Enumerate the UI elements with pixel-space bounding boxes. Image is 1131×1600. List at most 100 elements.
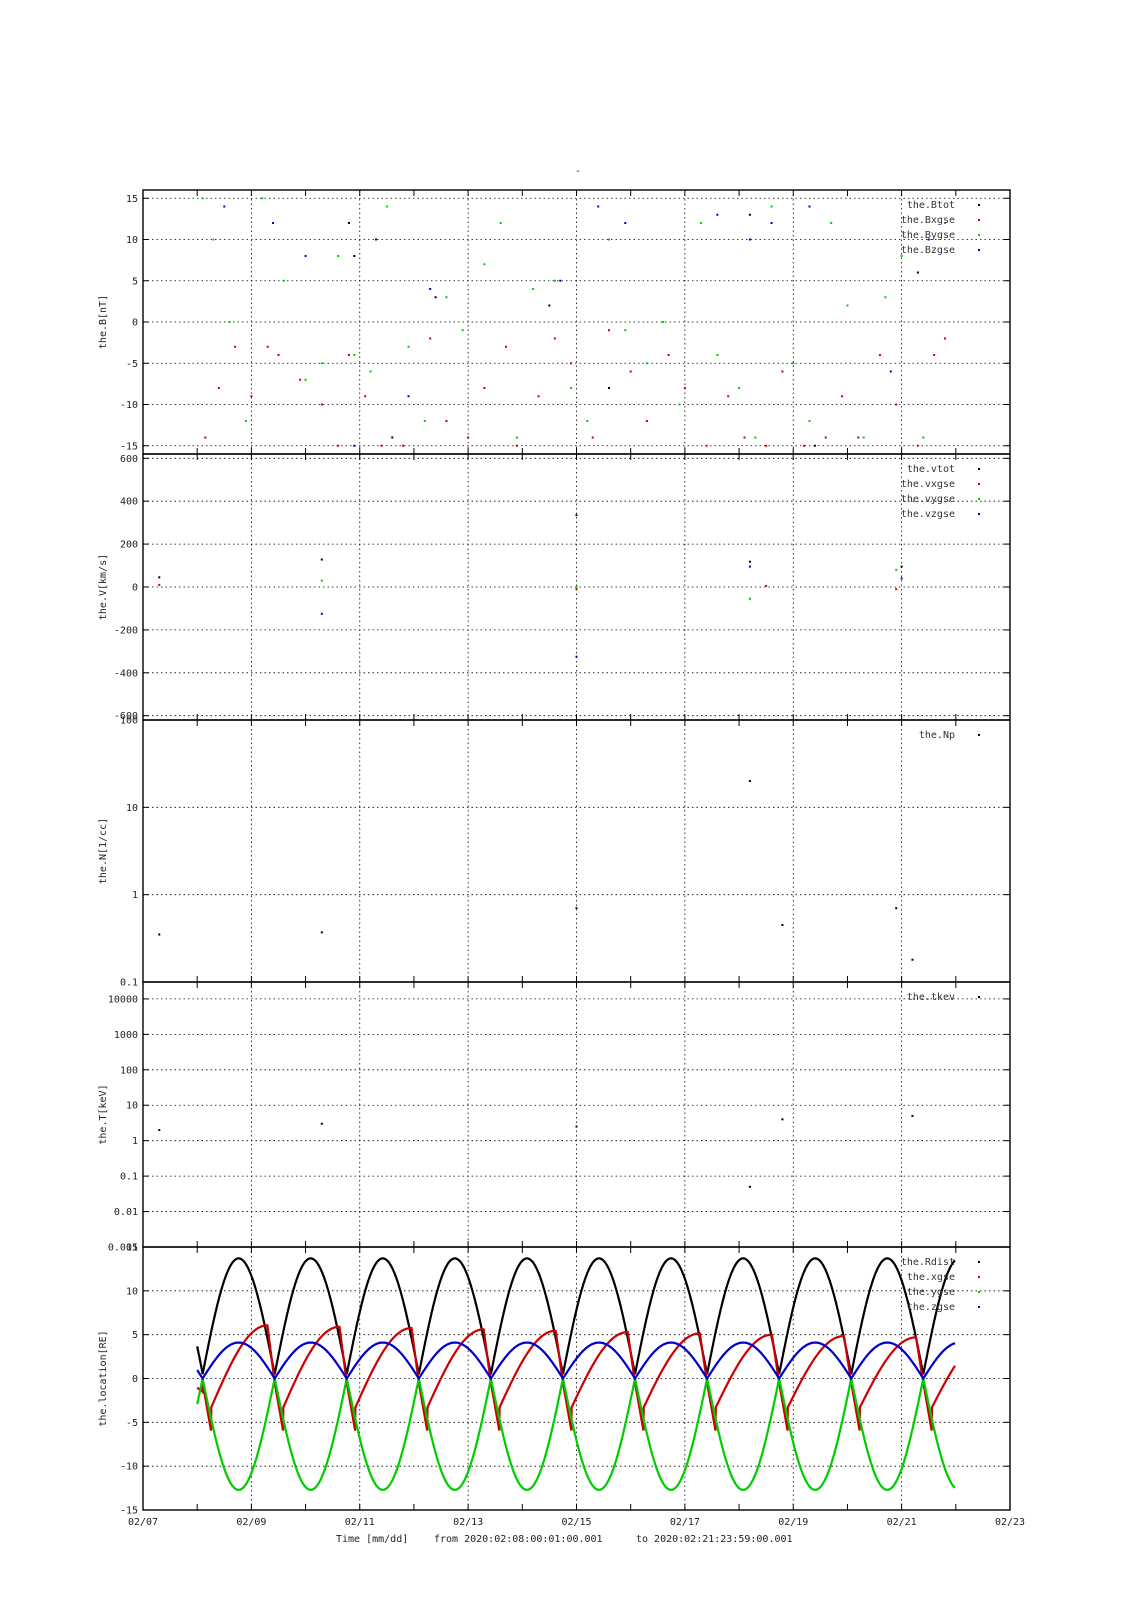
data-point xyxy=(277,354,280,356)
data-point xyxy=(765,584,768,587)
data-point xyxy=(895,588,898,591)
legend-label: the.Bxgse xyxy=(901,215,955,226)
data-point xyxy=(158,933,161,936)
x-tick-label: 02/11 xyxy=(345,1517,375,1528)
series-the.vzgse xyxy=(320,565,903,658)
data-point xyxy=(250,395,253,398)
data-point xyxy=(217,387,220,389)
series-the.vtot xyxy=(158,514,903,579)
legend-label: the.Btot xyxy=(907,200,955,211)
y-axis-label: the.T[keV] xyxy=(98,1084,109,1144)
data-point xyxy=(391,436,394,439)
data-point xyxy=(748,597,751,600)
panels: 151050-5-10-15the.B[nT]the.Btotthe.Bxgse… xyxy=(98,189,1011,1517)
data-point xyxy=(570,387,573,389)
data-point xyxy=(445,420,448,422)
data-point xyxy=(337,444,340,447)
legend-marker xyxy=(978,1306,980,1308)
data-point xyxy=(320,1122,323,1125)
data-point xyxy=(781,1118,784,1121)
panel-V: 600 400 200 0 -200 -400 -600 the.V[km/s] the.vto… xyxy=(98,453,1011,722)
legend-label: the.xgse xyxy=(907,1272,955,1283)
data-point xyxy=(743,436,746,439)
y-tick-label: -5 xyxy=(126,1418,138,1429)
data-point xyxy=(505,345,508,348)
x-axis-label: Time [mm/dd] xyxy=(336,1534,408,1545)
data-point xyxy=(808,205,811,208)
y-tick-label: 15 xyxy=(126,1243,138,1254)
data-point xyxy=(916,271,919,274)
panel-T: 10000 1000 100 10 1 0.1 0.01 0.001 the.T[keV] the… xyxy=(98,981,1011,1254)
data-point xyxy=(515,436,518,439)
y-axis-label: the.location[RE] xyxy=(98,1330,109,1426)
series-the.tkev xyxy=(158,1114,914,1188)
data-point xyxy=(553,337,556,340)
data-point xyxy=(320,931,323,934)
data-point xyxy=(748,213,751,216)
y-tick-label: -10 xyxy=(120,1462,138,1473)
data-point xyxy=(770,222,773,224)
data-point xyxy=(629,370,632,373)
y-tick-label: 600 xyxy=(120,454,138,465)
data-point xyxy=(830,222,833,224)
data-point xyxy=(553,279,556,282)
y-tick-label: 5 xyxy=(132,276,138,287)
x-tick-label: 02/15 xyxy=(561,1517,591,1528)
data-point xyxy=(911,958,914,961)
legend-marker xyxy=(978,483,980,485)
data-point xyxy=(591,436,594,439)
data-point xyxy=(857,436,860,439)
data-point xyxy=(337,255,340,257)
x-tick-label: 02/13 xyxy=(453,1517,483,1528)
data-point xyxy=(841,395,844,398)
data-point xyxy=(895,907,898,910)
data-point xyxy=(304,255,307,257)
data-point xyxy=(304,378,307,381)
data-point xyxy=(927,238,930,241)
data-point xyxy=(781,923,784,926)
data-point xyxy=(548,304,551,307)
panel-N: 100 10 1 0.1 the.N[1/cc] the.Np xyxy=(98,716,1011,989)
data-point xyxy=(808,420,811,422)
y-tick-label: -15 xyxy=(120,1506,138,1517)
legend: the.Np xyxy=(919,730,980,741)
data-point xyxy=(423,420,426,422)
y-tick-label: 200 xyxy=(120,540,138,551)
legend: the.Btot the.Bxgse the.Bygse the.Bzgse xyxy=(901,200,980,256)
data-point xyxy=(765,444,768,447)
data-point xyxy=(212,238,215,241)
series-the.Bygse xyxy=(201,197,946,439)
data-point xyxy=(347,222,350,224)
y-tick-label: 1 xyxy=(132,1136,138,1147)
series-the.Btot xyxy=(347,213,919,447)
y-tick-label: 400 xyxy=(120,497,138,508)
y-tick-label: 0 xyxy=(132,583,138,594)
y-tick-label: -15 xyxy=(120,441,138,452)
data-point xyxy=(770,205,773,208)
y-tick-label: 0 xyxy=(132,1374,138,1385)
data-point xyxy=(792,362,795,365)
data-point xyxy=(380,444,383,447)
data-point xyxy=(738,387,741,389)
y-tick-label: 0.1 xyxy=(120,978,138,989)
x-tick-label: 02/23 xyxy=(995,1517,1025,1528)
series-the.Bzgse xyxy=(223,205,930,447)
data-point xyxy=(933,354,936,356)
data-point xyxy=(716,213,719,216)
data-point xyxy=(667,354,670,356)
data-point xyxy=(158,583,161,586)
legend-label: the.Np xyxy=(919,730,955,741)
data-point xyxy=(320,558,323,561)
legend-label: the.vzgse xyxy=(901,509,955,520)
panel-frame xyxy=(142,1246,1011,1511)
y-tick-label: -600 xyxy=(114,711,138,722)
series-the.ygse xyxy=(196,1378,956,1491)
data-point xyxy=(385,205,388,208)
data-point xyxy=(575,514,578,517)
data-point xyxy=(900,255,903,257)
legend-marker xyxy=(978,234,980,236)
data-point xyxy=(683,387,686,389)
data-point xyxy=(575,655,578,658)
data-point xyxy=(537,395,540,398)
